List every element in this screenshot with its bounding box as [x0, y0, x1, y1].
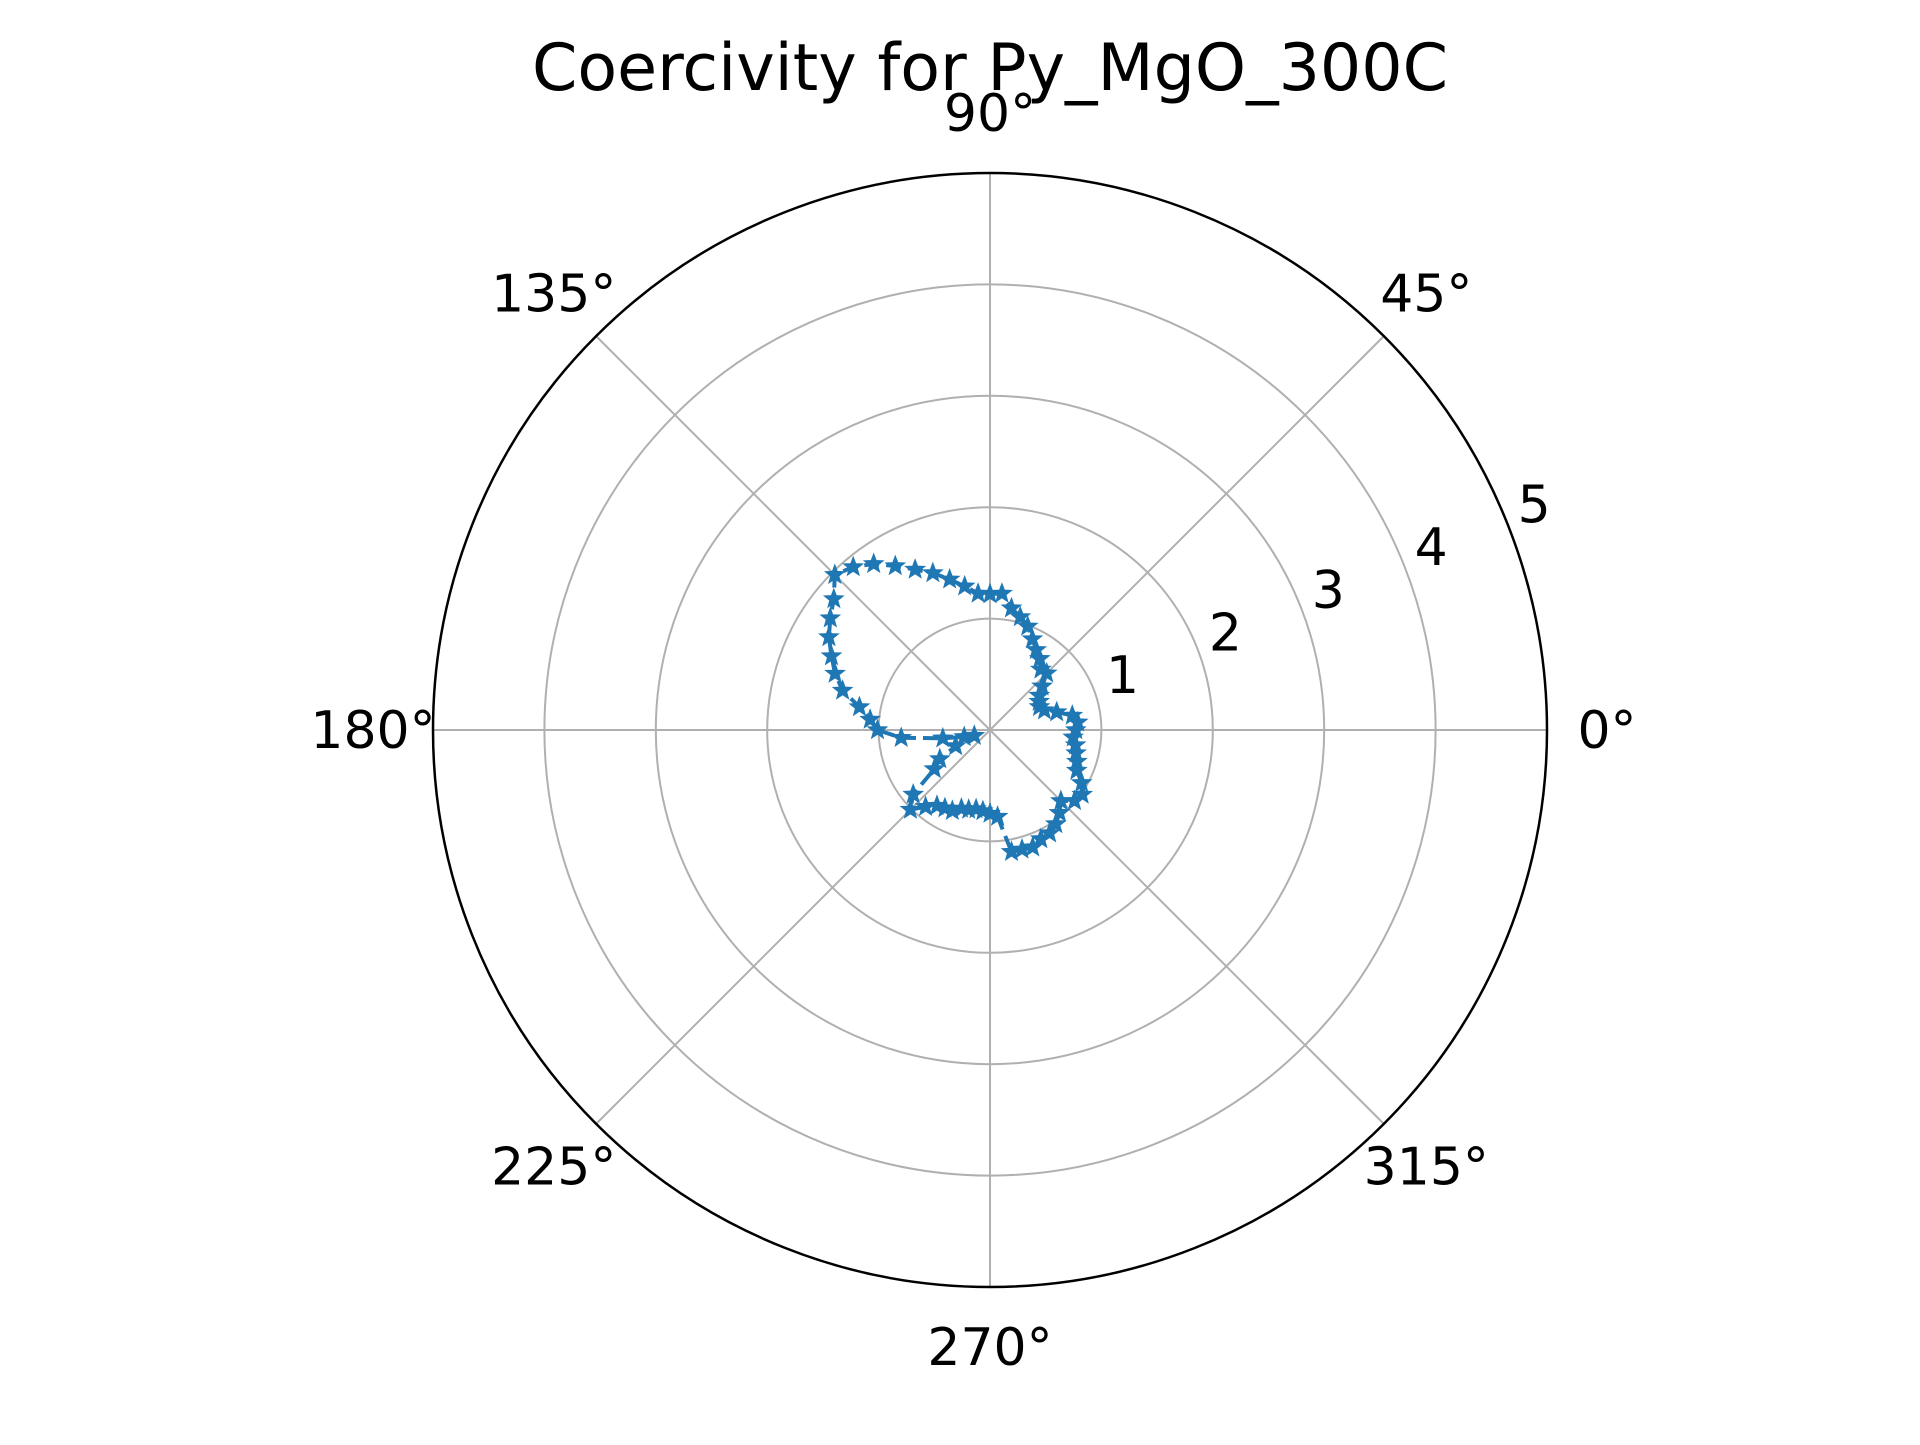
data-point [1025, 638, 1048, 660]
data-point [1061, 704, 1084, 725]
angle-tick-label: 45° [1380, 265, 1472, 325]
data-point [1028, 690, 1051, 711]
radial-tick-label: 4 [1415, 518, 1448, 578]
angle-tick-label: 90° [944, 84, 1036, 144]
radial-tick-labels: 1 2 3 4 5 [1106, 476, 1551, 707]
data-point [967, 582, 989, 603]
angular-gridline-45 [989, 335, 1385, 731]
data-point [1044, 812, 1067, 834]
data-point [1065, 741, 1087, 763]
data-point [819, 606, 842, 628]
data-point [824, 662, 846, 683]
data-point [1031, 674, 1053, 696]
data-point [1000, 596, 1023, 618]
data-point [890, 726, 913, 748]
data-point [938, 567, 961, 589]
radial-tick-label: 1 [1106, 646, 1139, 706]
angle-tick-labels: 0° 45° 90° 135° 180° 225° 270° 315° [310, 84, 1636, 1378]
data-point [822, 587, 845, 609]
data-point [904, 558, 927, 579]
data-point [842, 555, 865, 577]
data-point [1065, 759, 1088, 780]
series-layer [818, 552, 1094, 862]
data-point [1016, 614, 1039, 636]
data-point [820, 644, 843, 666]
data-point [1048, 801, 1071, 823]
data-point [1070, 771, 1093, 793]
angular-gridline-315 [989, 729, 1385, 1125]
radial-tick-label: 5 [1518, 476, 1551, 536]
angle-tick-label: 315° [1364, 1137, 1489, 1197]
angular-grid [433, 173, 1547, 1287]
radial-tick-label: 3 [1312, 561, 1345, 621]
data-point [931, 726, 954, 748]
data-point [1029, 657, 1052, 679]
data-point [848, 695, 871, 717]
data-point [986, 805, 1009, 826]
data-point [1071, 783, 1094, 804]
data-point [831, 679, 854, 700]
chart-title: Coercivity for Py_MgO_300C [532, 31, 1448, 106]
angle-tick-label: 180° [310, 701, 435, 761]
data-point [899, 798, 922, 819]
data-point [1062, 725, 1085, 747]
data-point [1066, 750, 1088, 771]
data-point [902, 782, 925, 804]
angle-tick-label: 270° [927, 1318, 1052, 1378]
angle-tick-label: 0° [1577, 701, 1636, 761]
data-point [921, 561, 944, 583]
data-point [1021, 627, 1044, 649]
data-point [884, 554, 907, 576]
angle-tick-label: 135° [491, 265, 616, 325]
data-point [818, 625, 840, 647]
angle-tick-label: 225° [491, 1137, 616, 1197]
data-point [866, 718, 889, 740]
radial-tick-label: 2 [1209, 604, 1242, 664]
data-point [862, 552, 885, 574]
data-point [928, 747, 951, 769]
data-point [859, 708, 882, 729]
data-point [923, 757, 946, 779]
angular-gridline-135 [595, 335, 991, 731]
data-point [963, 724, 986, 745]
polar-frame [431, 171, 1549, 1289]
data-point [953, 574, 976, 596]
data-point [944, 734, 967, 756]
angular-gridline-225 [595, 729, 991, 1125]
data-point [823, 563, 846, 585]
